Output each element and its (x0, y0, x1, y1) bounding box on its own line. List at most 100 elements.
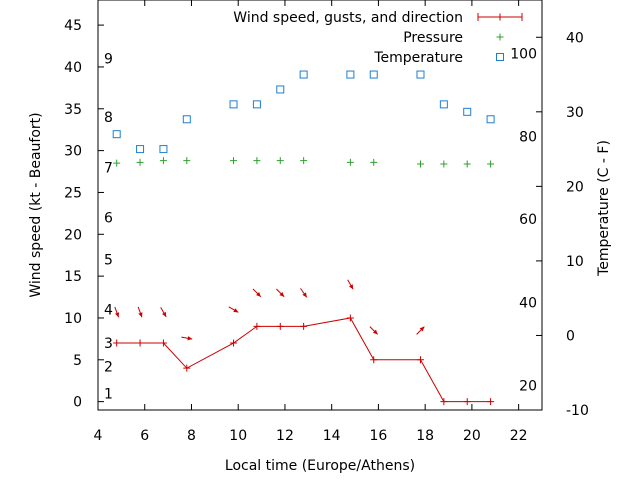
x-tick-label: 12 (276, 428, 294, 444)
temperature-point (416, 70, 425, 79)
wind-arrow-head (348, 284, 354, 290)
legend-marker (496, 33, 504, 41)
temperature-point (112, 130, 121, 139)
y2-tick-label: 0 (566, 328, 575, 344)
x-axis-label: Local time (Europe/Athens) (225, 458, 415, 474)
y2-tick-label: 30 (566, 105, 584, 121)
y-tick-label: 35 (64, 102, 82, 118)
wind-speed-point (370, 356, 378, 364)
x-tick-label: 14 (323, 428, 341, 444)
beaufort-label: 4 (104, 303, 113, 319)
wind-direction-arrow (137, 306, 143, 318)
wind-direction-arrow (228, 306, 239, 313)
wind-arrow-head (279, 292, 285, 297)
pressure-point (370, 158, 378, 166)
wind-speed-point (463, 398, 471, 406)
wind-arrow-head (419, 326, 425, 332)
temperature-point (346, 70, 355, 79)
fahrenheit-label: 80 (519, 129, 537, 145)
wind-arrow-head (256, 292, 261, 297)
beaufort-label: 1 (104, 386, 113, 402)
y-axis-label: Wind speed (kt - Beaufort) (28, 112, 44, 297)
pressure-point (183, 157, 191, 165)
wind-direction-arrow (181, 336, 193, 341)
beaufort-label: 9 (104, 52, 113, 68)
pressure-point (253, 157, 261, 165)
beaufort-label: 5 (104, 252, 113, 268)
legend: Wind speed, gusts, and direction Pressure… (233, 10, 523, 66)
wind-speed-point (440, 398, 448, 406)
pressure-point (159, 157, 167, 165)
pressure-point (440, 160, 448, 168)
legend-line-cap (477, 13, 523, 21)
x-tick-label: 16 (370, 428, 388, 444)
beaufort-label: 8 (104, 110, 113, 126)
beaufort-label: 2 (104, 359, 113, 375)
pressure-point (416, 160, 424, 168)
wind-direction-arrow (252, 288, 262, 298)
pressure-point (487, 160, 495, 168)
pressure-point (230, 157, 238, 165)
wind-speed-point (487, 398, 495, 406)
wind-speed-point (346, 314, 354, 322)
wind-arrow-head (138, 312, 143, 318)
fahrenheit-label: 100 (510, 47, 537, 63)
temperature-point (159, 145, 168, 154)
pressure-point (300, 157, 308, 165)
y2-tick-label: 20 (566, 179, 584, 195)
y2-tick-label: 40 (566, 30, 584, 46)
plot-frame (97, 0, 543, 411)
x-tick-label: 22 (510, 428, 528, 444)
legend-marker (496, 13, 504, 21)
beaufort-label: 6 (104, 211, 113, 227)
x-tick-label: 20 (463, 428, 481, 444)
wind-direction-arrow (160, 307, 167, 318)
pressure-point (136, 158, 144, 166)
temperature-point (369, 70, 378, 79)
wind-direction-arrow (347, 279, 354, 290)
wind-speed-point (416, 356, 424, 364)
wind-arrow-head (114, 312, 120, 318)
x-tick-label: 8 (187, 428, 196, 444)
pressure-point (276, 157, 284, 165)
y-tick-label: 5 (73, 353, 82, 369)
fahrenheit-label: 40 (519, 296, 537, 312)
legend-label: Wind speed, gusts, and direction (233, 10, 463, 26)
y-tick-label: 15 (64, 269, 82, 285)
y-tick-label: 45 (64, 18, 82, 34)
y-tick-label: 10 (64, 311, 82, 327)
x-tick-label: 18 (416, 428, 434, 444)
pressure-point (113, 159, 121, 167)
beaufort-label: 7 (104, 160, 113, 176)
y2-tick-label: 10 (566, 254, 584, 270)
fahrenheit-label: 20 (519, 378, 537, 394)
wind-speed-point (276, 322, 284, 330)
beaufort-label: 3 (104, 336, 113, 352)
temperature-point (486, 115, 495, 124)
wind-direction-arrow (276, 288, 285, 298)
temperature-point (276, 85, 285, 94)
y-tick-label: 0 (73, 395, 82, 411)
y-tick-label: 20 (64, 227, 82, 243)
wind-arrow-head (162, 311, 167, 317)
wind-arrow-head (187, 336, 193, 341)
y-tick-label: 40 (64, 60, 82, 76)
wind-speed-point (253, 322, 261, 330)
wind-speed-point (183, 364, 191, 372)
temperature-point (439, 100, 448, 109)
temperature-point (299, 70, 308, 79)
wind-speed-point (230, 339, 238, 347)
wind-speed-point (113, 339, 121, 347)
x-tick-label: 6 (140, 428, 149, 444)
wind-direction-arrow (114, 306, 120, 318)
y2-axis-label: Temperature (C - F) (596, 140, 612, 277)
wind-arrow-head (302, 292, 307, 298)
wind-direction-arrow (369, 326, 378, 335)
wind-direction-arrow (300, 288, 308, 298)
temperature-point (229, 100, 238, 109)
wind-speed-point (300, 322, 308, 330)
wind-direction-arrow (416, 326, 425, 335)
wind-arrow-head (233, 308, 239, 313)
